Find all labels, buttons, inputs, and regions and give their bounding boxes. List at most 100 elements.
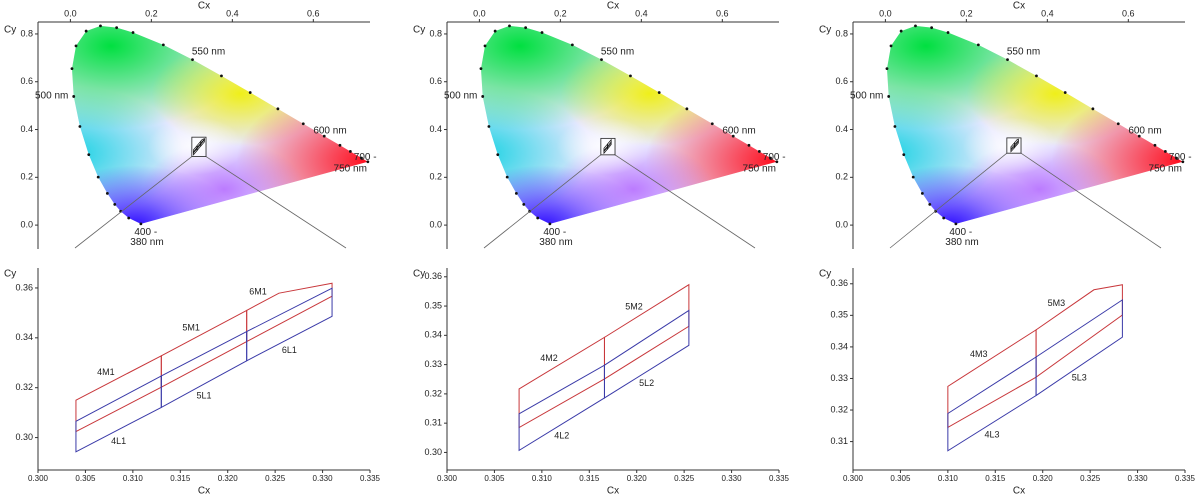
locus-point — [524, 26, 528, 30]
locus-point — [1181, 160, 1185, 164]
annotation: 700 - — [763, 152, 786, 163]
locus-point — [78, 125, 82, 128]
y-axis-label: Cy — [413, 269, 425, 280]
y-tick-label: 0.8 — [20, 28, 33, 38]
bin-label: 4L2 — [554, 431, 569, 441]
locus-point — [570, 43, 574, 47]
y-axis-label: Cy — [4, 25, 16, 36]
x-tick-label: 0.0 — [473, 8, 486, 18]
y-tick-label: 0.32 — [830, 404, 848, 414]
annotation: 600 nm — [722, 125, 755, 136]
y-axis-label: Cy — [819, 269, 831, 280]
annotation: 750 nm — [334, 163, 367, 174]
locus-point — [902, 153, 906, 157]
locus-point — [600, 58, 603, 62]
x-axis-label: Cx — [1013, 486, 1025, 497]
annotation: 500 nm — [850, 91, 883, 102]
locus-point — [920, 191, 924, 195]
locus-point — [487, 125, 491, 128]
y-tick-label: 0.2 — [20, 172, 33, 182]
annotation: 550 nm — [192, 47, 225, 58]
y-tick-label: 0.4 — [835, 124, 848, 134]
y-tick-label: 0.36 — [424, 271, 442, 281]
y-tick-label: 0.32 — [424, 388, 442, 398]
locus-point — [360, 156, 363, 160]
annotation: 750 nm — [1149, 163, 1182, 174]
x-tick-label: 0.4 — [635, 8, 648, 18]
x-tick-label: 0.6 — [716, 8, 729, 18]
x-tick-label: 0.4 — [1041, 8, 1054, 18]
locus-point — [685, 107, 689, 111]
locus-point — [481, 95, 485, 98]
locus-point — [548, 222, 552, 226]
zoom-line — [483, 154, 602, 249]
y-tick-label: 0.8 — [429, 28, 442, 38]
locus-point — [540, 31, 544, 34]
annotation: 550 nm — [601, 47, 634, 58]
bin-label: 4M3 — [970, 349, 988, 359]
zoom-line — [74, 156, 193, 249]
locus-point — [87, 153, 91, 157]
locus-point — [1137, 134, 1141, 138]
x-tick-label: 0.305 — [484, 474, 505, 483]
x-tick-label: 0.310 — [123, 474, 144, 483]
y-axis-label: Cy — [4, 269, 16, 280]
bin-label: 5M2 — [625, 301, 643, 311]
x-tick-label: 0.320 — [218, 474, 239, 483]
x-tick-label: 0.4 — [226, 8, 239, 18]
bin-label: 4M2 — [540, 353, 558, 363]
x-tick-label: 0.320 — [1033, 474, 1054, 483]
locus-point — [127, 216, 131, 220]
annotation: 700 - — [354, 152, 377, 163]
locus-point — [366, 160, 370, 164]
x-tick-label: 0.2 — [145, 8, 158, 18]
x-tick-label: 0.305 — [75, 474, 96, 483]
locus-point — [483, 44, 487, 48]
locus-point — [96, 175, 100, 179]
locus-point — [514, 191, 518, 195]
bin-label: 5M1 — [182, 322, 200, 332]
locus-point — [508, 24, 511, 28]
locus-point — [893, 125, 897, 128]
locus-point — [1063, 91, 1067, 94]
locus-point — [505, 175, 509, 179]
bin — [518, 336, 605, 429]
y-tick-label: 0.2 — [429, 172, 442, 182]
annotation: 500 nm — [35, 91, 68, 102]
bin-label: 5L3 — [1072, 373, 1087, 383]
bin-label: 5L2 — [639, 378, 654, 388]
y-tick-label: 0.32 — [15, 382, 33, 392]
locus-point — [536, 216, 540, 220]
locus-point — [322, 134, 326, 138]
locus-point — [710, 122, 714, 126]
bin — [947, 328, 1037, 429]
locus-point — [74, 44, 78, 48]
y-tick-label: 0.33 — [424, 359, 442, 369]
x-tick-label: 0.300 — [28, 474, 49, 483]
locus-point — [113, 202, 117, 206]
locus-point — [1091, 107, 1095, 111]
gamut-fill — [71, 25, 368, 224]
locus-point — [887, 95, 891, 98]
x-tick-label: 0.315 — [985, 474, 1006, 483]
locus-point — [629, 74, 632, 78]
locus-point — [1163, 150, 1167, 153]
locus-point — [276, 107, 280, 111]
locus-point — [1153, 143, 1157, 147]
x-tick-label: 0.315 — [170, 474, 191, 483]
zoom-line — [889, 152, 1008, 249]
locus-point — [775, 160, 779, 164]
annotation: 380 nm — [945, 237, 978, 248]
y-tick-label: 0.6 — [429, 76, 442, 86]
locus-point — [747, 143, 751, 147]
annotation: 400 - — [949, 227, 972, 238]
x-tick-label: 0.0 — [64, 8, 77, 18]
y-tick-label: 0.6 — [835, 76, 848, 86]
bin-label: 4L3 — [984, 430, 999, 440]
x-tick-label: 0.335 — [360, 474, 381, 483]
locus-point — [976, 43, 980, 47]
y-tick-label: 0.30 — [424, 447, 442, 457]
locus-point — [522, 202, 526, 206]
y-tick-label: 0.30 — [15, 432, 33, 442]
y-axis-label: Cy — [413, 25, 425, 36]
